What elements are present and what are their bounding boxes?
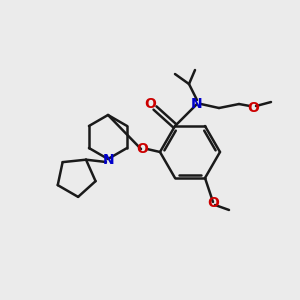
Text: O: O: [136, 142, 148, 156]
Text: O: O: [144, 97, 156, 111]
Text: O: O: [207, 196, 219, 210]
Text: N: N: [103, 153, 115, 167]
Text: N: N: [191, 97, 203, 111]
Text: O: O: [247, 101, 259, 115]
